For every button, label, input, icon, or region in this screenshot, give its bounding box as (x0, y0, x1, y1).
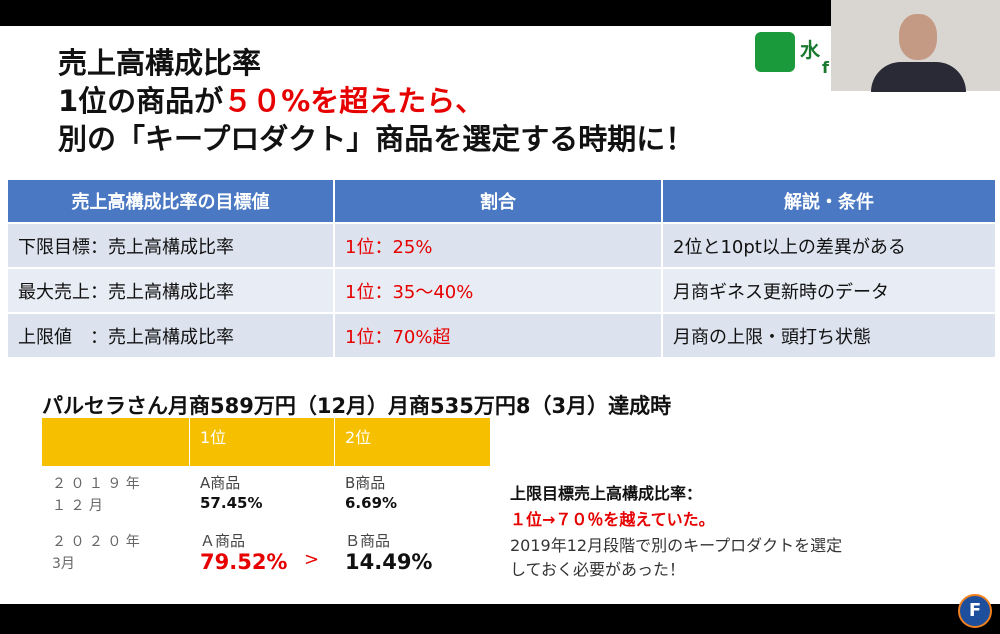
note-line: 上限目標売上高構成比率： (510, 484, 703, 503)
logo-text: 水 (800, 38, 820, 62)
table-cell: 下限目標：売上高構成比率 (8, 224, 333, 267)
webcam-body (871, 62, 966, 92)
table-cell: 最大売上：売上高構成比率 (8, 269, 333, 312)
logo-icon (755, 32, 795, 72)
row-label: １ ２ 月 (52, 498, 103, 514)
letterbox-bottom (0, 604, 1000, 634)
column-divider (334, 418, 335, 582)
header-cell: 1位 (200, 428, 227, 447)
title-line: 別の「キープロダクト」商品を選定する時期に！ (58, 122, 695, 156)
header-cell: 2位 (345, 428, 372, 447)
title-part: 1位の商品が (58, 84, 224, 118)
share-value: 57.45% (200, 494, 263, 512)
table-cell: 上限値 ：売上高構成比率 (8, 314, 333, 357)
share-value: 79.52% (200, 550, 288, 574)
results-table: 1位 2位 ２ ０ １ ９ 年 １ ２ 月 A商品 57.45% B商品 6.69% ２ ０ ２… (42, 418, 490, 582)
row-label: 3月 (52, 556, 75, 572)
header-cell: 売上高構成比率の目標値 (8, 180, 333, 222)
note-line: 2019年12月段階で別のキープロダクトを選定 (510, 536, 843, 555)
webcam-face (899, 14, 937, 60)
header-cell: 割合 (335, 180, 661, 222)
header-cell: 解説・条件 (663, 180, 995, 222)
product-name: A商品 (200, 474, 241, 492)
table-cell: 2位と10pt以上の差異がある (663, 224, 995, 267)
header-bg (42, 418, 490, 466)
note-line: しておく必要があった！ (510, 560, 686, 579)
section-heading: パルセラさん月商589万円（12月）月商535万円8（3月）達成時 (42, 394, 672, 418)
table-cell: 1位：35～40% (335, 269, 661, 312)
row-label: ２ ０ ２ ０ 年 (52, 534, 140, 550)
product-name: Ｂ商品 (345, 532, 391, 550)
compare-sign: > (304, 549, 320, 570)
product-name: Ａ商品 (200, 532, 246, 550)
share-value: 6.69% (345, 494, 398, 512)
row-label: ２ ０ １ ９ 年 (52, 476, 140, 492)
table-cell: 1位：25% (335, 224, 661, 267)
table-cell: 月商ギネス更新時のデータ (663, 269, 995, 312)
table-cell: 1位：70%超 (335, 314, 661, 357)
note-line: １位→７０％を越えていた。 (510, 510, 715, 529)
webcam-view (831, 0, 1000, 92)
logo-sub: f (822, 58, 829, 77)
title-line: 1位の商品が５０%を超えたら、 (58, 82, 484, 120)
column-divider (189, 418, 190, 582)
share-value: 14.49% (345, 550, 433, 574)
title-highlight: ５０%を超えたら、 (223, 84, 485, 118)
product-name: B商品 (345, 474, 386, 492)
app-badge: F (958, 594, 992, 628)
table-cell: 月商の上限・頭打ち状態 (663, 314, 995, 357)
title-line: 売上高構成比率 (58, 46, 262, 80)
